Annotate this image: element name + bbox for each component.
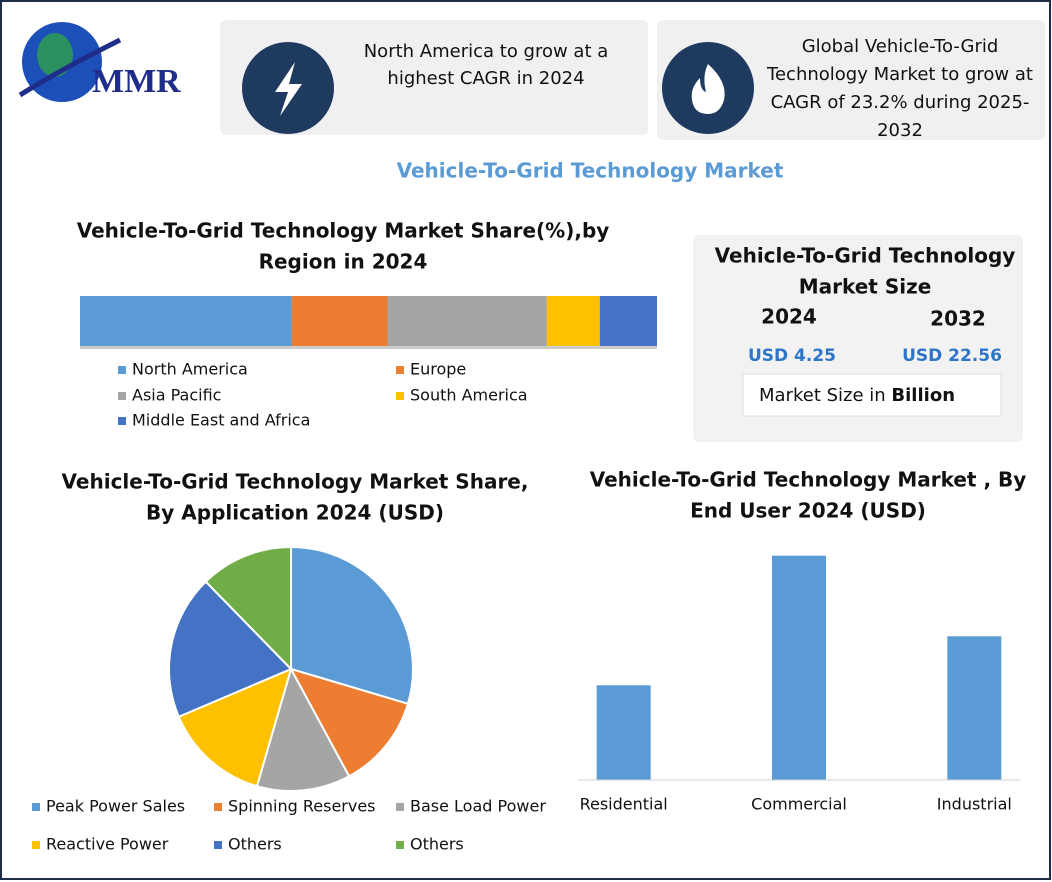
legend-swatch bbox=[32, 803, 40, 811]
highlight-text: CAGR of 23.2% during 2025- bbox=[771, 92, 1030, 113]
chart-title: Vehicle-To-Grid Technology Market Share(… bbox=[77, 219, 610, 243]
year: 2032 bbox=[930, 307, 986, 331]
bar-segment bbox=[291, 296, 388, 346]
legend-swatch bbox=[396, 392, 404, 400]
pie-slice bbox=[290, 545, 414, 706]
x-tick-label: Residential bbox=[580, 795, 668, 814]
legend-swatch bbox=[32, 841, 40, 849]
highlight-text: 2032 bbox=[877, 120, 923, 141]
legend-label: North America bbox=[132, 360, 248, 379]
highlight-text: Global Vehicle-To-Grid bbox=[802, 36, 999, 57]
pie-slice bbox=[288, 667, 410, 778]
legend-swatch bbox=[118, 417, 126, 425]
pie-slice bbox=[204, 545, 292, 672]
market-value: USD 4.25 bbox=[748, 346, 836, 366]
legend-label: Reactive Power bbox=[46, 835, 169, 854]
unit-prefix: Market Size in bbox=[759, 385, 886, 406]
legend-swatch bbox=[396, 366, 404, 374]
market-size-title: Vehicle-To-Grid Technology bbox=[715, 244, 1016, 268]
legend-label: Others bbox=[228, 835, 282, 854]
pie-slice bbox=[177, 667, 293, 788]
logo-swoosh bbox=[18, 37, 122, 98]
chart-title: End User 2024 (USD) bbox=[690, 499, 926, 523]
chart-title: Region in 2024 bbox=[259, 250, 428, 274]
bar bbox=[772, 555, 826, 780]
highlight-text: highest CAGR in 2024 bbox=[387, 68, 584, 89]
chart-title: By Application 2024 (USD) bbox=[146, 501, 444, 525]
main-title: Vehicle-To-Grid Technology Market bbox=[397, 159, 784, 183]
legend-label: Peak Power Sales bbox=[46, 797, 185, 816]
unit-box bbox=[742, 373, 1002, 417]
legend-label: Spinning Reserves bbox=[228, 797, 376, 816]
legend-swatch bbox=[396, 841, 404, 849]
year: 2024 bbox=[761, 305, 817, 329]
x-tick-label: Industrial bbox=[937, 795, 1012, 814]
logo: MMR bbox=[18, 22, 181, 102]
x-tick-label: Commercial bbox=[751, 795, 847, 814]
bar-segment bbox=[80, 296, 292, 346]
bar-segment bbox=[546, 296, 600, 346]
legend-swatch bbox=[214, 841, 222, 849]
legend-label: Europe bbox=[410, 360, 466, 379]
legend-swatch bbox=[118, 392, 126, 400]
legend-swatch bbox=[396, 803, 404, 811]
legend-label: Others bbox=[410, 835, 464, 854]
bar-segment bbox=[387, 296, 547, 346]
market-size-title: Market Size bbox=[799, 275, 932, 299]
legend-swatch bbox=[214, 803, 222, 811]
legend-label: Middle East and Africa bbox=[132, 411, 310, 430]
logo-text: MMR bbox=[92, 63, 181, 100]
market-value: USD 22.56 bbox=[902, 346, 1002, 366]
unit-label: Market Size in Billion bbox=[759, 385, 955, 406]
chart-title: Vehicle-To-Grid Technology Market , By bbox=[590, 468, 1027, 492]
unit: Billion bbox=[891, 385, 955, 406]
bar bbox=[596, 685, 651, 780]
legend-label: Base Load Power bbox=[410, 797, 546, 816]
legend-swatch bbox=[118, 366, 126, 374]
highlight-text: Technology Market to grow at bbox=[766, 64, 1033, 85]
pie-slice bbox=[168, 580, 293, 719]
chart-title: Vehicle-To-Grid Technology Market Share, bbox=[62, 470, 529, 494]
pie-slice bbox=[255, 666, 351, 792]
flame-icon bbox=[691, 64, 725, 114]
bolt-icon bbox=[275, 62, 302, 116]
highlight-text: North America to grow at a bbox=[364, 41, 609, 62]
bar-segment bbox=[599, 296, 657, 346]
highlight-box bbox=[657, 20, 1045, 140]
legend-label: South America bbox=[410, 386, 528, 405]
logo-land bbox=[37, 33, 73, 77]
legend-label: Asia Pacific bbox=[132, 386, 221, 405]
bar bbox=[947, 636, 1002, 780]
